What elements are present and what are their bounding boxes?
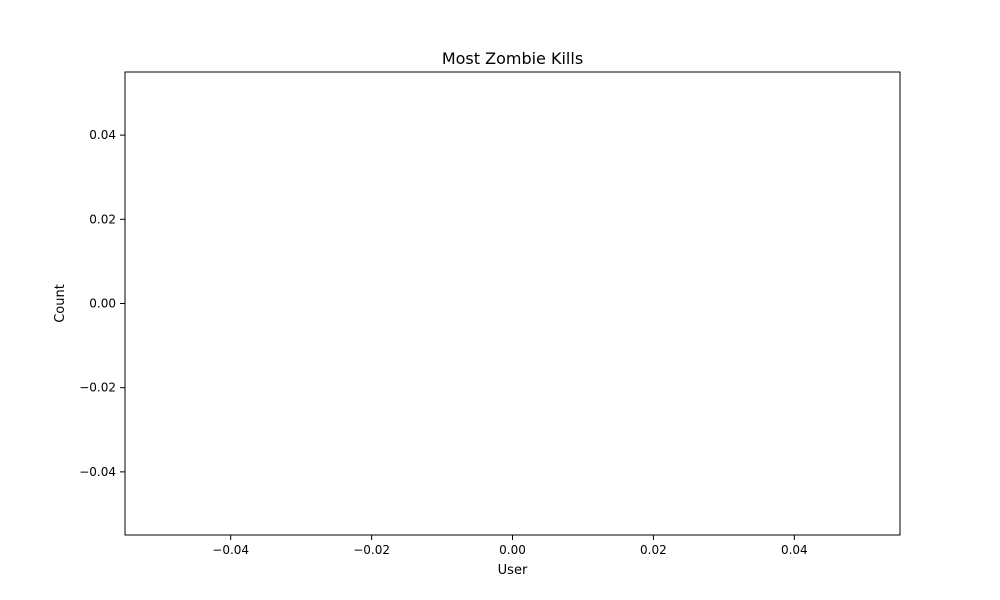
y-axis: 0.04 0.02 0.00 −0.02 −0.04 — [79, 128, 125, 479]
y-tick-label: −0.02 — [79, 381, 116, 395]
x-tick-label: 0.00 — [499, 543, 526, 557]
y-tick-label: 0.00 — [89, 297, 116, 311]
y-axis-label: Count — [53, 284, 68, 323]
x-axis: −0.04 −0.02 0.00 0.02 0.04 — [212, 535, 808, 557]
x-tick-label: −0.04 — [212, 543, 249, 557]
plot-frame — [124, 71, 901, 536]
x-axis-label: User — [498, 563, 528, 578]
x-tick-label: 0.04 — [781, 543, 808, 557]
y-tick-label: −0.04 — [79, 465, 116, 479]
x-tick-label: 0.02 — [640, 543, 667, 557]
y-tick-label: 0.02 — [89, 212, 116, 226]
x-tick-label: −0.02 — [353, 543, 390, 557]
y-tick-label: 0.04 — [89, 128, 116, 142]
plot-area — [124, 71, 901, 536]
chart-title: Most Zombie Kills — [442, 49, 583, 68]
